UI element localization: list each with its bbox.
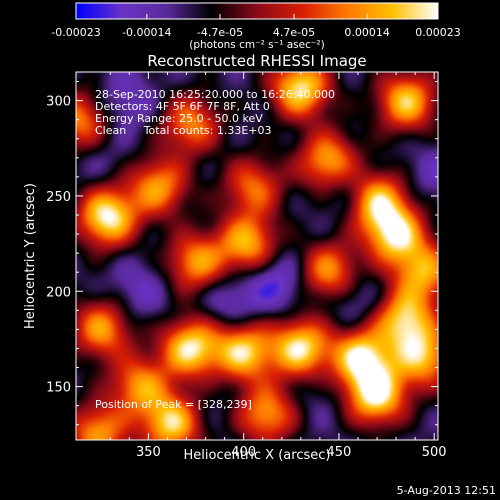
y-tick-label: 150 (46, 381, 71, 396)
axis-ticks: 350 400 450 500 150 200 250 300 (46, 72, 447, 460)
colorbar-units: (photons cm⁻² s⁻¹ asec⁻²) (189, 39, 324, 51)
x-axis-label: Heliocentric X (arcsec) (184, 448, 331, 463)
x-tick-label: 350 (136, 445, 161, 460)
annotation-time-range: 28-Sep-2010 16:25:20.000 to 16:26:40.000 (95, 88, 335, 101)
annotation-peak: Position of Peak = [328,239] (95, 398, 252, 411)
y-tick-label: 250 (46, 190, 71, 205)
colorbar-tick-label: -0.00014 (122, 26, 171, 39)
x-tick-label: 400 (231, 445, 256, 460)
y-tick-label: 200 (46, 285, 71, 300)
colorbar-tick-label: -4.7e-05 (197, 26, 243, 39)
colorbar-tick-label: 4.7e-05 (273, 26, 315, 39)
heatmap-image (76, 72, 438, 440)
x-tick-label: 450 (327, 445, 352, 460)
annotation-energy: Energy Range: 25.0 - 50.0 keV (95, 112, 263, 125)
y-axis-label: Heliocentric Y (arcsec) (23, 183, 38, 329)
colorbar-frame (75, 2, 439, 20)
x-tick-label: 500 (422, 445, 447, 460)
colorbar-tick-label: 0.00014 (344, 26, 390, 39)
annotation-detectors: Detectors: 4F 5F 6F 7F 8F, Att 0 (95, 100, 270, 113)
y-tick-label: 300 (46, 95, 71, 110)
chart-title: Reconstructed RHESSI Image (147, 52, 366, 70)
annotation-clean: Clean Total counts: 1.33E+03 (95, 124, 272, 137)
colorbar-ticks: -0.00023 -0.00014 -4.7e-05 4.7e-05 0.00014 0.… (51, 14, 461, 39)
plot-frame (75, 71, 439, 441)
footer-date: 5-Aug-2013 12:51 (397, 484, 496, 497)
colorbar-tick-label: -0.00023 (51, 26, 100, 39)
colorbar: -0.00023 -0.00014 -4.7e-05 4.7e-05 0.00014 0.… (51, 2, 461, 51)
colorbar-gradient (76, 3, 438, 19)
colorbar-tick-label: 0.00023 (415, 26, 461, 39)
annotations: 28-Sep-2010 16:25:20.000 to 16:26:40.000… (95, 88, 335, 411)
